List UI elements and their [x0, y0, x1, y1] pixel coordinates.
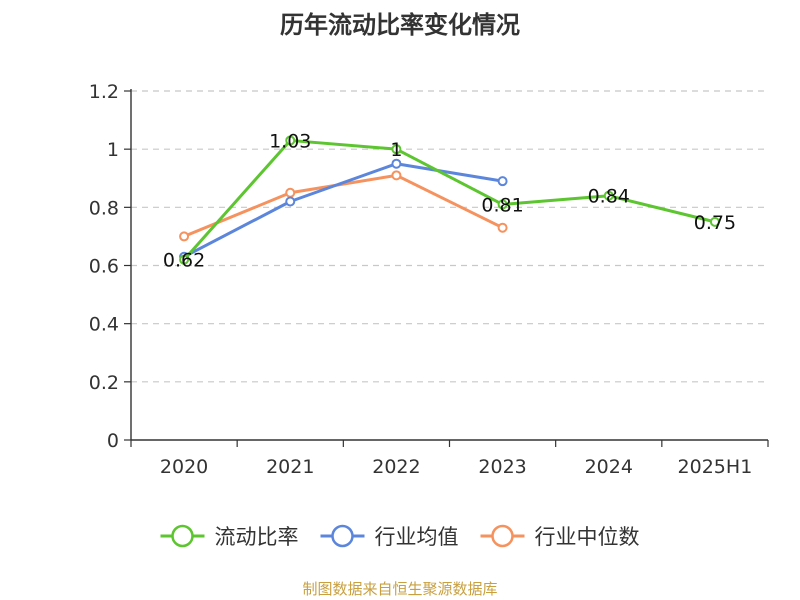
legend-marker	[491, 524, 514, 548]
data-label: 0.62	[163, 250, 205, 272]
legend-label: 流动比率	[215, 525, 299, 549]
source-note: 制图数据来自恒生聚源数据库	[302, 580, 497, 598]
series-line	[183, 162, 503, 259]
data-label: 0.81	[481, 194, 523, 216]
legend[interactable]: 流动比率 行业均值 行业中位数	[160, 524, 640, 549]
data-point[interactable]	[497, 222, 508, 233]
data-point[interactable]	[709, 216, 720, 227]
data-point[interactable]	[391, 144, 402, 155]
y-tick-label: 0.4	[89, 314, 119, 336]
data-point[interactable]	[603, 190, 614, 201]
data-point[interactable]	[179, 231, 190, 242]
x-tick-label: 2024	[585, 456, 633, 478]
data-point[interactable]	[391, 158, 402, 169]
series-2	[179, 170, 508, 242]
data-point[interactable]	[179, 254, 190, 265]
data-point[interactable]	[497, 199, 508, 210]
series-0	[179, 135, 720, 265]
data-label: 1.03	[269, 130, 311, 152]
y-tick-label: 1	[107, 139, 119, 161]
y-tick-label: 0.2	[89, 372, 119, 394]
x-tick-label: 2020	[160, 456, 208, 478]
data-label: 1	[390, 139, 402, 161]
legend-marker	[171, 524, 194, 548]
chart-title: 历年流动比率变化情况	[280, 11, 520, 39]
legend-label: 行业中位数	[535, 525, 640, 549]
x-tick-label: 2025H1	[678, 456, 753, 478]
grid-lines	[131, 90, 768, 383]
legend-item[interactable]: 行业均值	[320, 524, 459, 549]
x-tick-label: 2022	[372, 456, 420, 478]
y-tick-label: 0.6	[89, 256, 119, 278]
y-tick-label: 0.8	[89, 197, 119, 219]
legend-marker	[331, 524, 354, 548]
series-line	[182, 138, 716, 261]
data-point[interactable]	[285, 135, 296, 146]
legend-item[interactable]: 流动比率	[160, 524, 299, 549]
y-tick-label: 0	[107, 430, 119, 452]
data-label: 0.84	[588, 186, 630, 208]
data-point[interactable]	[285, 187, 296, 198]
data-label: 0.75	[694, 212, 736, 234]
data-point[interactable]	[285, 196, 296, 207]
legend-label: 行业均值	[375, 525, 459, 549]
series-lines	[179, 135, 720, 265]
data-point[interactable]	[497, 176, 508, 187]
data-point[interactable]	[391, 170, 402, 181]
legend-item[interactable]: 行业中位数	[480, 524, 640, 549]
data-labels: 0.62 1.03 1 0.81 0.84 0.75	[163, 130, 736, 271]
x-tick-label: 2021	[266, 456, 314, 478]
y-tick-label: 1.2	[89, 81, 119, 103]
x-tick-label: 2023	[478, 456, 526, 478]
